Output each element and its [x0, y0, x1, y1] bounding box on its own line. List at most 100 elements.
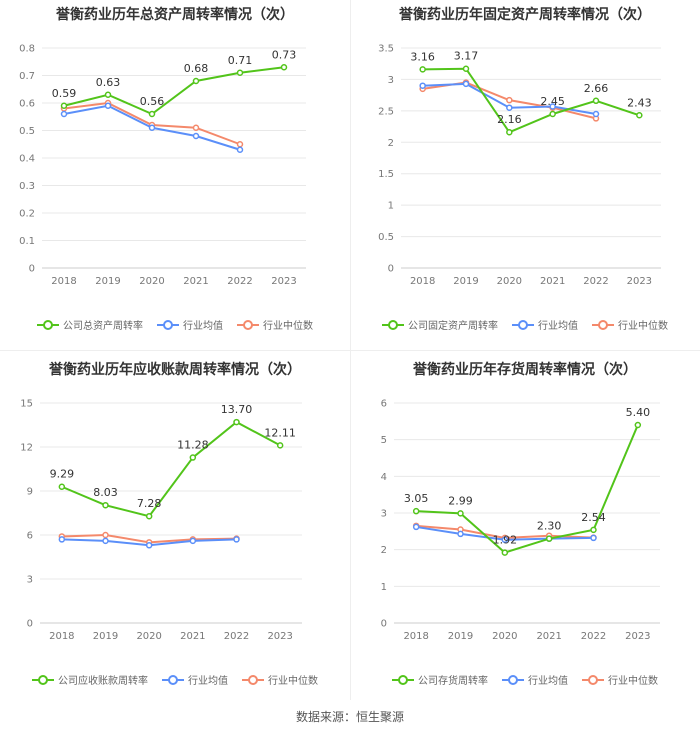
data-label: 2.16 [497, 113, 522, 126]
data-point-company [192, 77, 200, 85]
y-tick-label: 2.5 [378, 106, 394, 117]
y-tick-label: 0.5 [19, 126, 35, 137]
legend-marker-icon [512, 319, 534, 330]
legend-label: 公司总资产周转率 [63, 321, 143, 332]
data-point-company [148, 110, 156, 118]
x-tick-label: 2022 [583, 276, 608, 287]
data-label: 7.28 [137, 497, 162, 510]
x-tick-label: 2023 [625, 631, 650, 642]
data-point-company [501, 549, 509, 556]
x-tick-label: 2022 [227, 276, 252, 287]
y-tick-label: 0.5 [378, 232, 394, 243]
chart-panel-fixed-asset-turnover: 誉衡药业历年固定资产周转率情况（次） 0 0.5 1 1.5 2 2.5 3 3.5 2018 2… [350, 0, 700, 350]
x-tick-label: 2018 [51, 276, 76, 287]
legend-item-average[interactable]: 行业均值 [162, 672, 228, 687]
data-point-company [592, 97, 600, 105]
x-tick-label: 2019 [93, 631, 118, 642]
data-point-company [233, 418, 240, 426]
data-point-average [58, 536, 66, 543]
data-point-company [634, 421, 642, 429]
data-point-average [104, 102, 112, 109]
legend-item-average[interactable]: 行业均值 [157, 317, 223, 332]
legend-item-median[interactable]: 行业中位数 [582, 672, 658, 687]
legend-marker-icon [382, 319, 404, 330]
horizontal-divider [0, 350, 700, 351]
x-tick-label: 2022 [224, 631, 249, 642]
data-point-average [189, 537, 197, 545]
data-point-average [192, 132, 200, 140]
data-label: 8.03 [93, 486, 118, 499]
data-point-company [590, 526, 597, 534]
x-tick-label: 2018 [410, 276, 435, 287]
y-tick-label: 0.4 [19, 154, 35, 165]
data-label: 5.40 [626, 406, 651, 419]
x-tick-label: 2019 [95, 276, 120, 287]
legend-item-average[interactable]: 行业均值 [512, 317, 578, 332]
data-point-company [462, 65, 470, 72]
legend-item-median[interactable]: 行业中位数 [237, 317, 313, 332]
y-tick-label: 1 [388, 201, 394, 212]
legend-item-company[interactable]: 公司存货周转率 [392, 672, 488, 687]
chart-legend: 公司总资产周转率 行业均值 行业中位数 [0, 317, 350, 332]
legend-marker-icon [592, 319, 614, 330]
legend-marker-icon [237, 319, 259, 330]
data-point-median [236, 141, 244, 148]
x-tick-label: 2019 [453, 276, 478, 287]
data-label: 13.70 [221, 403, 253, 416]
legend-marker-icon [162, 674, 184, 685]
legend-item-company[interactable]: 公司总资产周转率 [37, 317, 143, 332]
chart-legend: 公司应收账款周转率 行业均值 行业中位数 [0, 672, 350, 687]
data-label: 2.45 [540, 95, 565, 108]
data-point-median [506, 96, 513, 104]
y-tick-label: 4 [381, 472, 387, 483]
y-tick-label: 0.1 [19, 236, 35, 247]
data-label: 2.43 [627, 96, 652, 109]
data-point-company [280, 64, 288, 71]
legend-marker-icon [37, 319, 59, 330]
legend-label: 公司固定资产周转率 [408, 321, 498, 332]
data-point-average [592, 110, 600, 118]
data-point-company [276, 442, 284, 449]
data-label: 0.68 [184, 62, 209, 75]
legend-item-company[interactable]: 公司应收账款周转率 [32, 672, 148, 687]
data-label: 0.59 [52, 87, 77, 100]
data-point-average [457, 530, 464, 538]
data-point-company [549, 110, 556, 118]
data-point-average [148, 124, 156, 131]
x-tick-label: 2020 [497, 276, 522, 287]
y-tick-label: 0 [27, 619, 33, 630]
data-point-average [501, 536, 509, 544]
x-tick-label: 2018 [403, 631, 428, 642]
data-label: 12.11 [264, 426, 296, 439]
y-tick-label: 2 [381, 545, 387, 556]
data-label: 2.54 [581, 511, 606, 524]
legend-item-median[interactable]: 行业中位数 [242, 672, 318, 687]
y-tick-label: 12 [20, 443, 33, 454]
data-point-company [104, 91, 112, 98]
data-point-company [412, 507, 420, 515]
y-tick-label: 0 [29, 264, 35, 275]
chart-title: 誉衡药业历年固定资产周转率情况（次） [399, 7, 651, 23]
data-label: 0.73 [272, 48, 297, 61]
data-point-median [102, 531, 109, 539]
chart-panel-inventory-turnover: 誉衡药业历年存货周转率情况（次） 0 1 2 3 4 5 6 2018 2019 2020 2021… [350, 350, 700, 700]
data-label: 3.17 [454, 50, 479, 63]
legend-marker-icon [157, 319, 179, 330]
legend-label: 公司存货周转率 [418, 676, 488, 687]
legend-item-company[interactable]: 公司固定资产周转率 [382, 317, 498, 332]
data-label: 3.16 [410, 50, 435, 63]
data-label: 0.71 [228, 54, 253, 67]
legend-label: 行业中位数 [618, 321, 668, 332]
legend-item-average[interactable]: 行业均值 [502, 672, 568, 687]
y-tick-label: 0.7 [19, 71, 35, 82]
legend-item-median[interactable]: 行业中位数 [592, 317, 668, 332]
series-line-company [416, 424, 639, 554]
data-point-company [457, 510, 464, 517]
x-tick-label: 2023 [271, 276, 296, 287]
legend-label: 行业均值 [538, 321, 578, 332]
chart-legend: 公司存货周转率 行业均值 行业中位数 [350, 672, 700, 687]
y-tick-label: 1 [381, 582, 387, 593]
legend-label: 行业均值 [528, 676, 568, 687]
data-point-average [60, 110, 68, 118]
y-tick-label: 15 [20, 399, 33, 410]
